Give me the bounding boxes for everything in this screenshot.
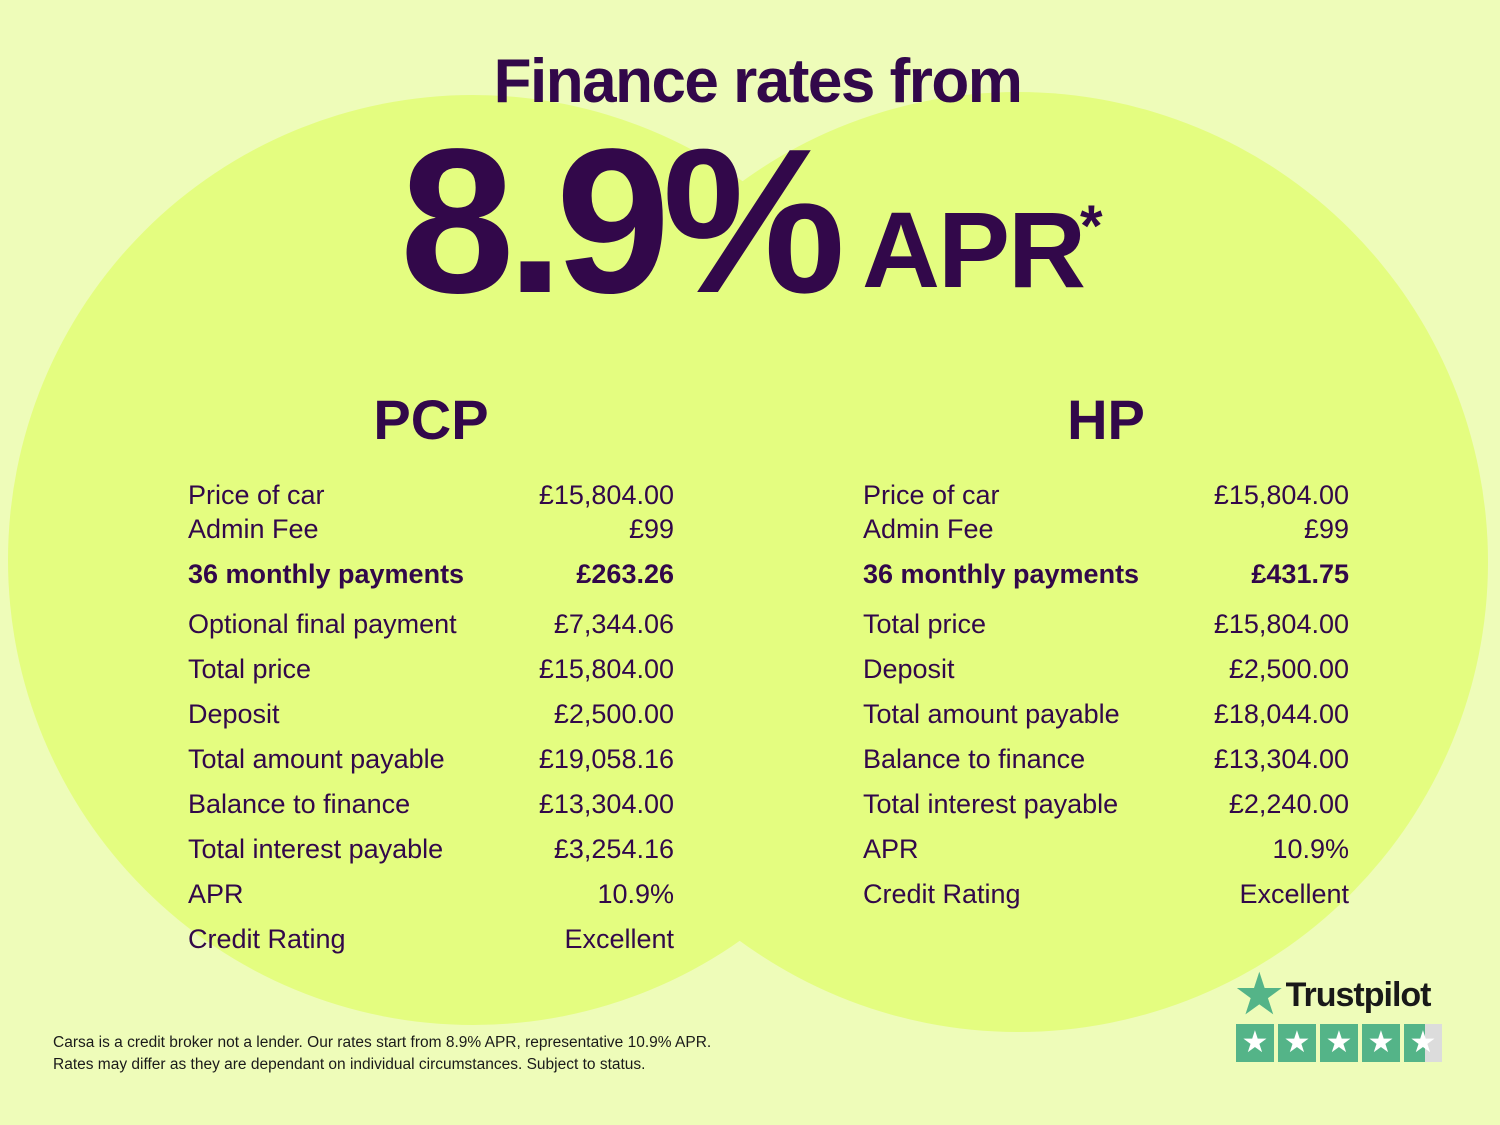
row-value: 10.9% <box>1272 834 1349 864</box>
row-label: Balance to finance <box>863 744 1086 774</box>
row-value: £15,804.00 <box>1213 609 1349 639</box>
row-value: 10.9% <box>597 879 674 909</box>
asterisk: * <box>1080 194 1103 259</box>
rating-star-icon: ★ <box>1278 1024 1316 1062</box>
trustpilot-star-icon: ★ <box>1236 966 1283 1024</box>
table-row: Price of car £15,804.00 <box>188 478 674 512</box>
row-value: £15,804.00 <box>538 480 674 510</box>
row-value: £2,500.00 <box>553 699 674 729</box>
table-row: Balance to finance £13,304.00 <box>188 782 674 827</box>
table-row: Total amount payable £19,058.16 <box>188 737 674 782</box>
row-label: 36 monthly payments <box>188 559 465 589</box>
table-row: Credit Rating Excellent <box>863 872 1349 917</box>
table-row: Admin Fee £99 <box>863 512 1349 546</box>
trustpilot-rating: ★ ★ ★ ★ ★ <box>1236 1024 1442 1062</box>
row-value: £18,044.00 <box>1213 699 1349 729</box>
row-value: £13,304.00 <box>538 789 674 819</box>
pcp-title: PCP <box>373 388 489 451</box>
table-row: Deposit £2,500.00 <box>188 692 674 737</box>
disclaimer: Carsa is a credit broker not a lender. O… <box>53 1032 711 1076</box>
row-label: APR <box>863 834 919 864</box>
row-label: Admin Fee <box>863 514 994 544</box>
row-value: Excellent <box>564 924 674 954</box>
rating-star-icon: ★ <box>1236 1024 1274 1062</box>
row-value: £431.75 <box>1251 559 1349 589</box>
table-row: 36 monthly payments £431.75 <box>863 546 1349 602</box>
headline: Finance rates from <box>493 47 1023 116</box>
trustpilot-badge: ★ Trustpilot ★ ★ ★ ★ ★ <box>1236 966 1442 1062</box>
row-label: APR <box>188 879 244 909</box>
table-row: Balance to finance £13,304.00 <box>863 737 1349 782</box>
row-value: £19,058.16 <box>538 744 674 774</box>
row-label: Optional final payment <box>188 609 457 639</box>
row-label: 36 monthly payments <box>863 559 1140 589</box>
table-row: Deposit £2,500.00 <box>863 647 1349 692</box>
row-value: £99 <box>628 514 674 544</box>
background-circle-right <box>548 92 1488 1032</box>
row-label: Price of car <box>863 480 1000 510</box>
rating-star-icon: ★ <box>1404 1024 1442 1062</box>
table-row: Optional final payment £7,344.06 <box>188 602 674 647</box>
table-row: Credit Rating Excellent <box>188 917 674 962</box>
row-label: Deposit <box>863 654 955 684</box>
row-label: Total amount payable <box>863 699 1120 729</box>
row-value: £3,254.16 <box>553 834 674 864</box>
table-row: APR 10.9% <box>188 872 674 917</box>
hp-table: HP Price of car £15,804.00 Admin Fee £99 36 … <box>863 392 1349 917</box>
rate-value: 8.9% <box>400 106 846 336</box>
row-label: Total price <box>188 654 312 684</box>
row-label: Total interest payable <box>863 789 1119 819</box>
table-row: Total interest payable £2,240.00 <box>863 782 1349 827</box>
table-row: 36 monthly payments £263.26 <box>188 546 674 602</box>
rating-star-icon: ★ <box>1320 1024 1358 1062</box>
row-value: £263.26 <box>576 559 674 589</box>
table-row: Admin Fee £99 <box>188 512 674 546</box>
row-value: £15,804.00 <box>538 654 674 684</box>
row-label: Credit Rating <box>863 879 1021 909</box>
pcp-table: PCP Price of car £15,804.00 Admin Fee £99 36… <box>188 392 674 962</box>
disclaimer-line-2: Rates may differ as they are dependant o… <box>53 1056 646 1073</box>
table-row: APR 10.9% <box>863 827 1349 872</box>
row-value: £99 <box>1303 514 1349 544</box>
row-label: Balance to finance <box>188 789 411 819</box>
row-value: £13,304.00 <box>1213 744 1349 774</box>
row-value: £2,500.00 <box>1228 654 1349 684</box>
rating-star-icon: ★ <box>1362 1024 1400 1062</box>
apr-label: APR <box>862 189 1086 310</box>
row-value: £2,240.00 <box>1228 789 1349 819</box>
row-label: Total amount payable <box>188 744 445 774</box>
row-value: £15,804.00 <box>1213 480 1349 510</box>
hp-title: HP <box>1067 388 1145 451</box>
table-row: Total interest payable £3,254.16 <box>188 827 674 872</box>
row-label: Credit Rating <box>188 924 346 954</box>
row-label: Total price <box>863 609 987 639</box>
row-label: Total interest payable <box>188 834 444 864</box>
row-label: Admin Fee <box>188 514 319 544</box>
row-label: Price of car <box>188 480 325 510</box>
row-label: Deposit <box>188 699 280 729</box>
table-row: Total price £15,804.00 <box>188 647 674 692</box>
table-row: Total price £15,804.00 <box>863 602 1349 647</box>
row-value: £7,344.06 <box>553 609 674 639</box>
table-row: Total amount payable £18,044.00 <box>863 692 1349 737</box>
trustpilot-name: Trustpilot <box>1285 975 1432 1014</box>
table-row: Price of car £15,804.00 <box>863 478 1349 512</box>
disclaimer-line-1: Carsa is a credit broker not a lender. O… <box>53 1034 712 1051</box>
row-value: Excellent <box>1239 879 1349 909</box>
